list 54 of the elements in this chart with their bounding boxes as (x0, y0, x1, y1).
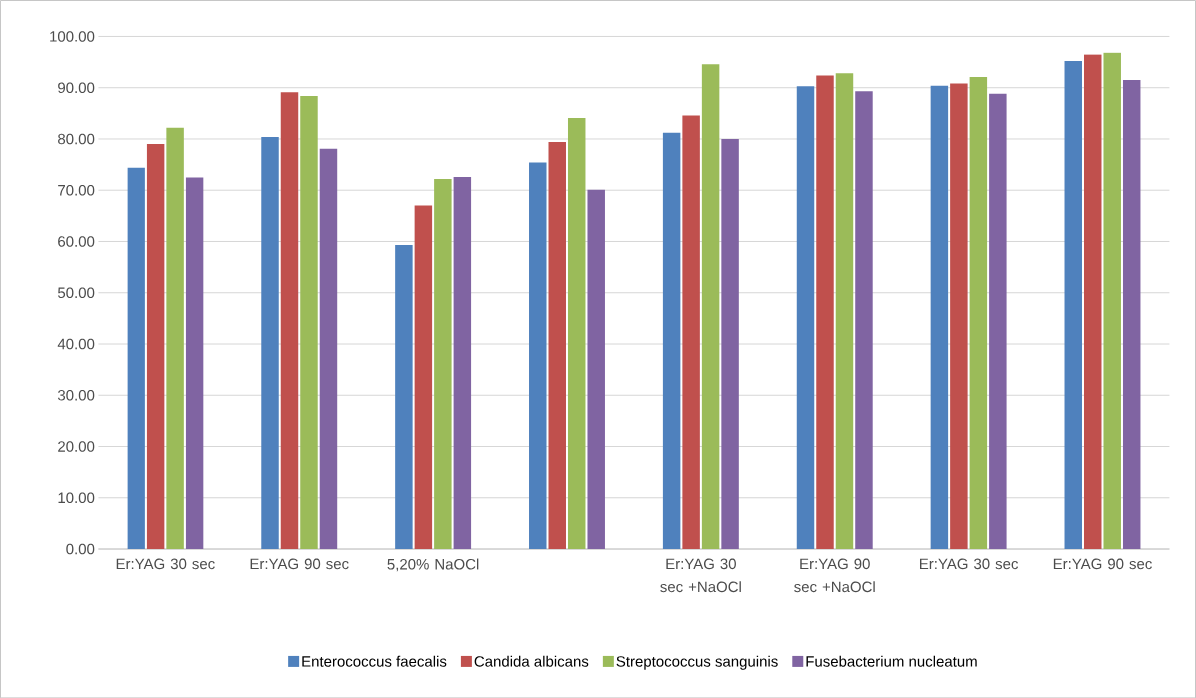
bar (950, 83, 968, 549)
bar (587, 189, 605, 549)
legend-label: Streptococcus sanguinis (616, 655, 778, 670)
x-tick-label: Er:YAG 90 sec +NaOCl (794, 558, 875, 592)
bar (166, 127, 184, 549)
bar (835, 73, 854, 549)
bar (414, 205, 433, 549)
bar (185, 177, 204, 549)
y-tick-label: 30.00 (57, 389, 95, 401)
bar (300, 95, 318, 549)
bar (127, 167, 145, 549)
bar (796, 85, 815, 549)
bar (816, 75, 834, 549)
y-tick-label: 80.00 (58, 133, 95, 145)
legend-label: Fusebacterium nucleatum (806, 655, 977, 667)
bar (548, 141, 566, 549)
y-tick-label: 90.00 (58, 82, 95, 93)
y-tick-label: 40.00 (57, 338, 95, 350)
bar (855, 91, 873, 549)
bar (1103, 52, 1121, 549)
y-tick-label: 50.00 (57, 287, 95, 298)
bar (989, 93, 1007, 549)
bar (261, 136, 279, 549)
y-tick-label: 10.00 (58, 492, 95, 503)
bar (319, 148, 338, 549)
x-tick-label: Er:YAG 90 sec (250, 558, 349, 569)
x-tick-label: Er:YAG 30 sec +NaOCl (660, 558, 741, 592)
bar (529, 162, 547, 549)
x-tick-label: Er:YAG 30 sec (116, 558, 215, 569)
bar (930, 85, 949, 549)
x-tick-label: 5,20% NaOCl (387, 558, 479, 572)
bar (146, 143, 165, 549)
bar (969, 76, 988, 549)
bar (567, 117, 586, 549)
y-tick-label: 0.00 (66, 543, 95, 555)
x-tick-label: Er:YAG 90 sec (1053, 558, 1152, 569)
bar (701, 63, 720, 549)
bar (1122, 79, 1141, 549)
y-tick-label: 20.00 (58, 441, 95, 452)
legend-label: Enterococcus faecalis (302, 655, 447, 667)
bar (434, 178, 452, 549)
y-tick-label: 70.00 (58, 184, 95, 196)
bar (1064, 60, 1083, 549)
bar (453, 176, 472, 549)
x-tick-label: Er:YAG 30 sec (920, 558, 1019, 569)
y-tick-label: 60.00 (58, 235, 95, 247)
bar (280, 92, 299, 549)
bar (721, 138, 739, 549)
bar (682, 115, 700, 549)
bar (395, 244, 413, 549)
bar (1084, 54, 1102, 549)
y-tick-label: 100.00 (50, 30, 95, 42)
legend-label: Candida albicans (474, 655, 589, 667)
bar (662, 132, 681, 549)
